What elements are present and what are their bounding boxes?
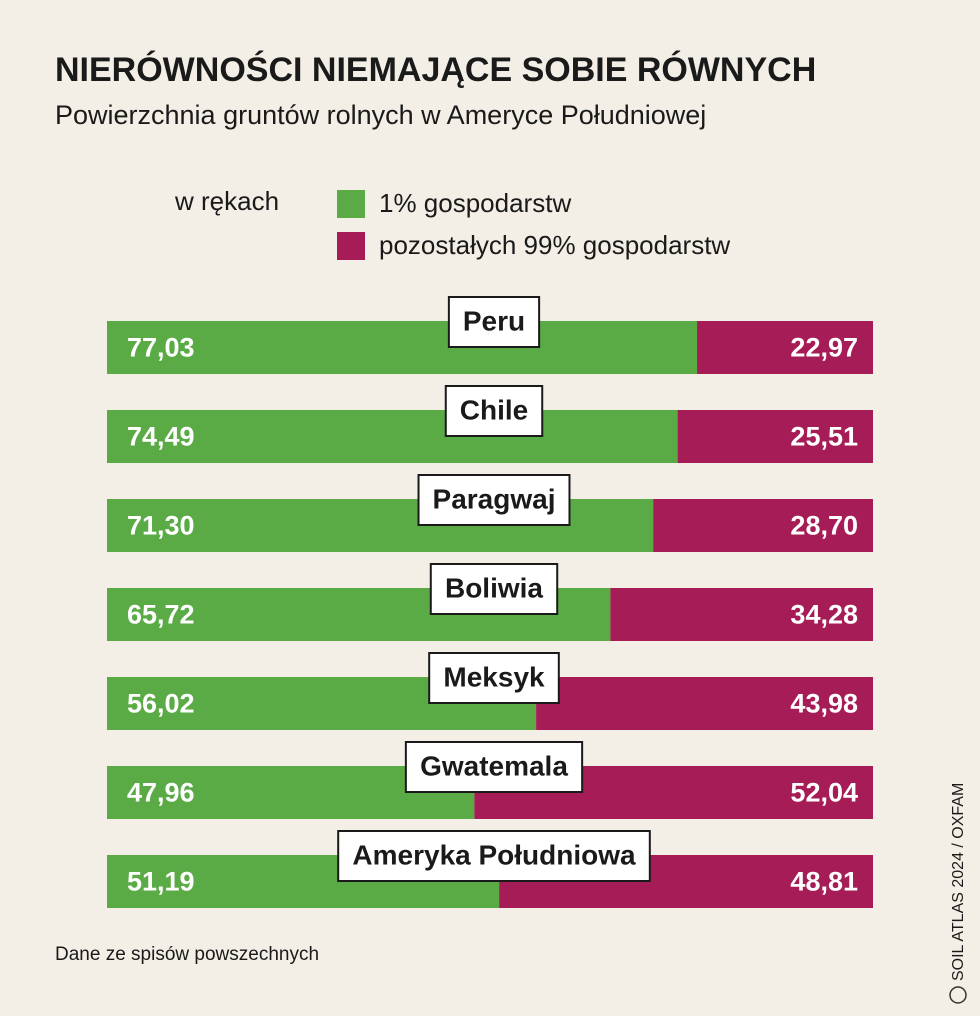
category-label-group: Ameryka Południowa (337, 830, 651, 882)
category-label-box (404, 741, 584, 793)
bar-segment (653, 499, 873, 552)
category-label-box (417, 474, 571, 526)
value-label: 25,51 (790, 422, 858, 452)
category-label-box (428, 652, 560, 704)
value-label: 65,72 (127, 600, 195, 630)
legend-title: w rękach (174, 186, 279, 216)
value-label: 47,96 (127, 778, 195, 808)
value-label: 51,19 (127, 867, 195, 897)
value-label: 52,04 (790, 778, 858, 808)
value-label: 34,28 (790, 600, 858, 630)
legend-label: 1% gospodarstw (379, 188, 571, 218)
bar-segment (107, 321, 698, 374)
category-label: Gwatemala (420, 750, 568, 781)
value-label: 77,03 (127, 333, 195, 363)
credit-group: SOIL ATLAS 2024 / OXFAM (949, 783, 967, 1004)
legend-swatch (337, 190, 365, 218)
bar-segment (697, 321, 873, 374)
value-label: 74,49 (127, 422, 195, 452)
category-label-group: Boliwia (429, 563, 559, 615)
category-label-box (444, 385, 544, 437)
category-label-group: Gwatemala (404, 741, 584, 793)
category-label-box (447, 296, 541, 348)
bar-segment (610, 588, 873, 641)
value-label: 28,70 (790, 511, 858, 541)
note: Dane ze spisów powszechnych (55, 944, 319, 965)
bar-segment (107, 410, 678, 463)
value-label: 43,98 (790, 689, 858, 719)
value-label: 48,81 (790, 867, 858, 897)
category-label-group: Chile (444, 385, 544, 437)
category-label-group: Paragwaj (417, 474, 571, 526)
category-label: Ameryka Południowa (352, 839, 636, 870)
category-label: Paragwaj (433, 483, 556, 514)
value-label: 56,02 (127, 689, 195, 719)
category-label-box (337, 830, 651, 882)
category-label: Meksyk (443, 661, 545, 692)
category-label: Peru (463, 305, 525, 336)
category-label-box (429, 563, 559, 615)
legend-label: pozostałych 99% gospodarstw (379, 230, 730, 260)
cc-icon (949, 986, 967, 1004)
credit: SOIL ATLAS 2024 / OXFAM (950, 783, 967, 981)
category-label-group: Peru (447, 296, 541, 348)
chart-title: NIERÓWNOŚCI NIEMAJĄCE SOBIE RÓWNYCH (55, 51, 816, 89)
bar-segment (677, 410, 873, 463)
value-label: 71,30 (127, 511, 195, 541)
category-label: Boliwia (445, 572, 543, 603)
bar-segment (536, 677, 873, 730)
legend-swatch (337, 232, 365, 260)
chart-subtitle: Powierzchnia gruntów rolnych w Ameryce P… (55, 100, 706, 130)
value-label: 22,97 (790, 333, 858, 363)
category-label: Chile (460, 394, 528, 425)
category-label-group: Meksyk (428, 652, 560, 704)
